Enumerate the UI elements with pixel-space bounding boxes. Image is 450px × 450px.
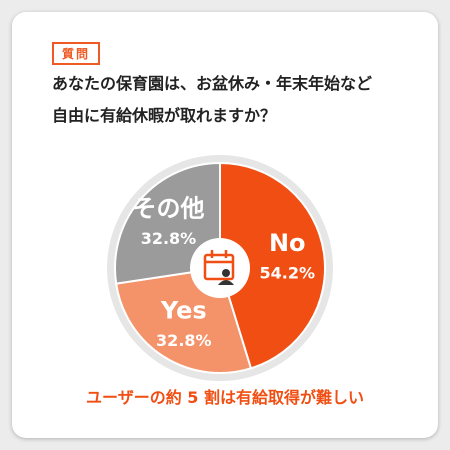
slice-value-label: 32.8% — [156, 331, 212, 350]
question-line: 自由に有給休暇が取れますか？ — [52, 106, 277, 125]
slice-value-label: 32.8% — [141, 229, 197, 248]
slice-value-label: 54.2% — [259, 263, 315, 282]
person-icon — [222, 269, 230, 277]
center-circle — [190, 238, 250, 298]
pie-slice — [219, 161, 326, 370]
slice-name: その他 — [132, 195, 204, 223]
chart: No 54.2% Yes 32.8% その他 32.8% — [107, 155, 333, 381]
calendar-icon — [203, 250, 235, 281]
card: 質問 あなたの保育園は、お盆休み・年末年始など 自由に有給休暇が取れますか？ N… — [12, 12, 438, 438]
slice-name: No — [269, 229, 306, 257]
slice-name: Yes — [160, 297, 207, 325]
question-line: あなたの保育園は、お盆休み・年末年始など — [52, 74, 373, 93]
person-icon — [218, 280, 234, 285]
question-tag: 質問 — [52, 42, 101, 65]
caption: ユーザーの約 5 割は有給取得が難しい — [86, 388, 364, 407]
